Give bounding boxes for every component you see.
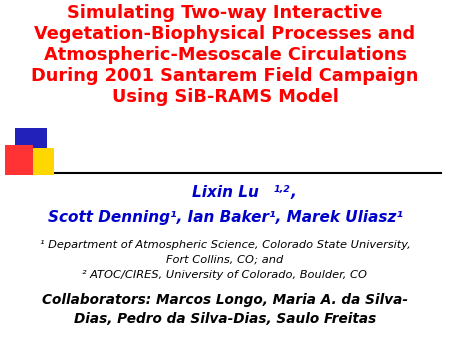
Bar <box>22 148 54 175</box>
Bar <box>5 145 33 175</box>
Text: Simulating Two-way Interactive
Vegetation-Biophysical Processes and
Atmospheric-: Simulating Two-way Interactive Vegetatio… <box>32 4 419 106</box>
Bar <box>15 128 47 168</box>
Text: ¹ Department of Atmospheric Science, Colorado State University,: ¹ Department of Atmospheric Science, Col… <box>40 240 410 250</box>
Text: Fort Collins, CO; and: Fort Collins, CO; and <box>166 255 284 265</box>
Text: Collaborators: Marcos Longo, Maria A. da Silva-: Collaborators: Marcos Longo, Maria A. da… <box>42 293 408 307</box>
Text: Dias, Pedro da Silva-Dias, Saulo Freitas: Dias, Pedro da Silva-Dias, Saulo Freitas <box>74 312 376 326</box>
Text: Scott Denning¹, Ian Baker¹, Marek Uliasz¹: Scott Denning¹, Ian Baker¹, Marek Uliasz… <box>48 210 402 225</box>
Text: ² ATOC/CIRES, University of Colorado, Boulder, CO: ² ATOC/CIRES, University of Colorado, Bo… <box>82 270 368 280</box>
Text: Lixin Lu: Lixin Lu <box>192 185 258 200</box>
Text: ,: , <box>290 185 296 200</box>
Text: 1,2: 1,2 <box>274 185 291 194</box>
